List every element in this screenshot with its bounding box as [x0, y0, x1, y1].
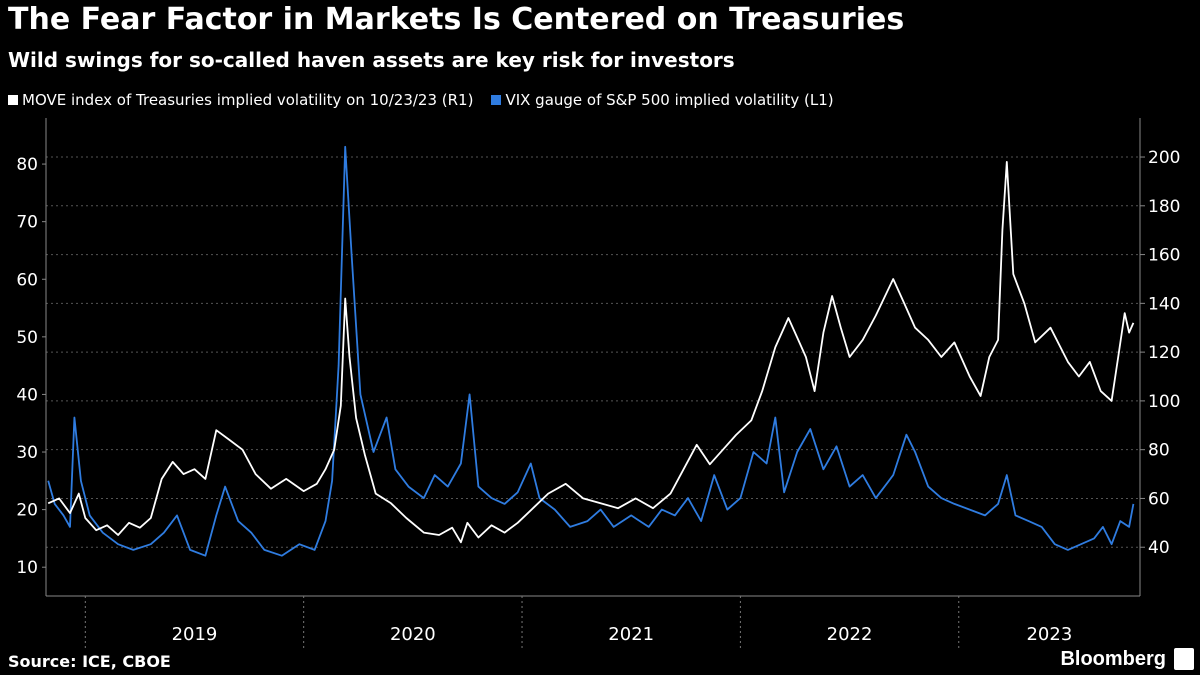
left-axis-tick-label: 30 — [16, 443, 38, 463]
x-axis-tick-label: 2022 — [827, 624, 873, 645]
series-line-vix — [47, 145, 1135, 557]
legend-item-vix: VIX gauge of S&P 500 implied volatility … — [491, 91, 834, 109]
left-axis-tick-label: 70 — [16, 213, 38, 233]
x-axis-tick-label: 2023 — [1026, 624, 1072, 645]
left-axis-tick-label: 60 — [16, 270, 38, 290]
x-axis-tick-label: 2021 — [608, 624, 654, 645]
legend-swatch-vix — [491, 95, 502, 105]
source-note: Source: ICE, CBOE — [8, 652, 171, 671]
left-axis-tick-label: 20 — [16, 501, 38, 521]
bloomberg-logo-icon — [1174, 648, 1194, 670]
right-axis-tick-label: 140 — [1148, 294, 1180, 314]
right-axis-tick-label: 180 — [1148, 197, 1180, 217]
right-axis-tick-label: 200 — [1148, 148, 1180, 168]
x-axis-tick-label: 2019 — [172, 624, 218, 645]
legend-item-move: MOVE index of Treasuries implied volatil… — [8, 91, 473, 109]
right-axis-tick-label: 120 — [1148, 343, 1180, 363]
chart-subtitle: Wild swings for so-called haven assets a… — [8, 48, 735, 72]
right-axis-tick-label: 60 — [1148, 489, 1170, 509]
series-line-move — [47, 161, 1135, 544]
right-axis-tick-label: 40 — [1148, 538, 1170, 558]
right-axis-tick-label: 160 — [1148, 246, 1180, 266]
legend-swatch-move — [8, 95, 18, 105]
legend-label-move: MOVE index of Treasuries implied volatil… — [22, 91, 474, 109]
left-axis-tick-label: 10 — [16, 558, 38, 578]
legend: MOVE index of Treasuries implied volatil… — [8, 91, 834, 109]
left-axis-tick-label: 50 — [16, 328, 38, 348]
legend-label-vix: VIX gauge of S&P 500 implied volatility … — [505, 91, 834, 109]
x-axis-tick-label: 2020 — [390, 624, 436, 645]
right-axis-tick-label: 80 — [1148, 441, 1170, 461]
left-axis-tick-label: 80 — [16, 155, 38, 175]
left-axis-tick-label: 40 — [16, 385, 38, 405]
brand-name: Bloomberg — [1060, 648, 1166, 670]
right-axis-tick-label: 100 — [1148, 392, 1180, 412]
chart-title: The Fear Factor in Markets Is Centered o… — [8, 2, 905, 37]
